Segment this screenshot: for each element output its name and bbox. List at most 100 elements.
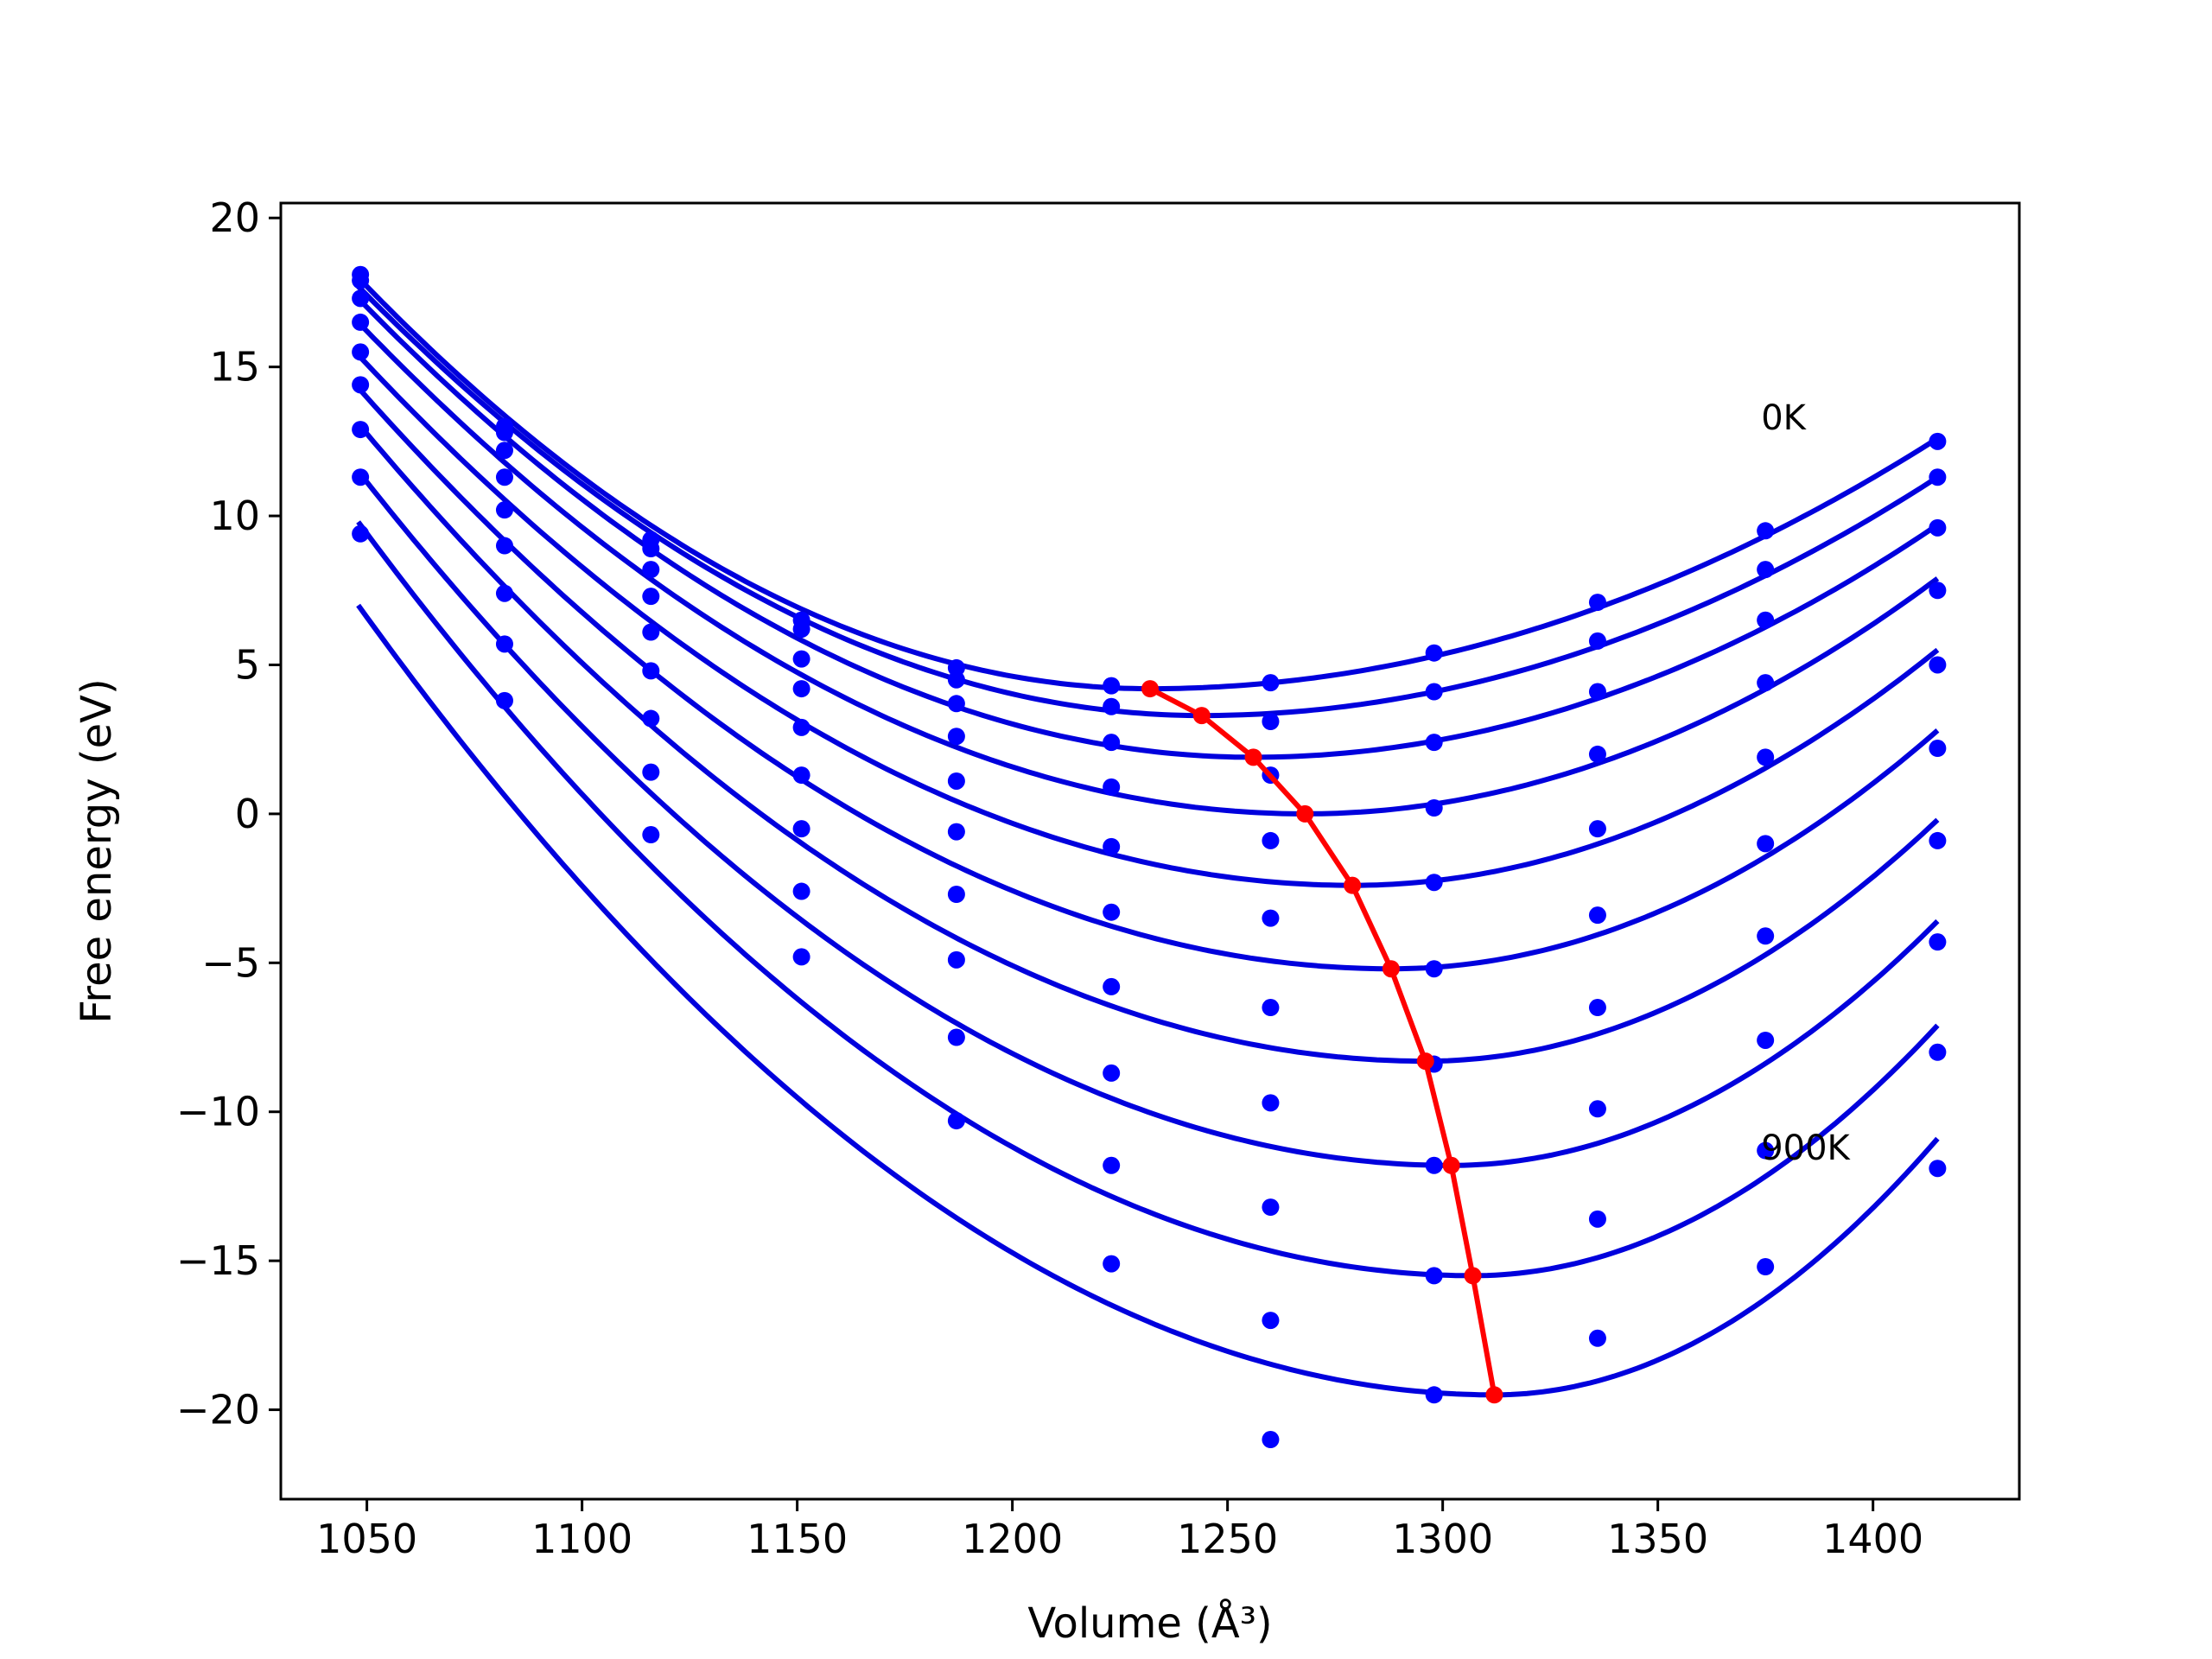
data-point xyxy=(1929,582,1947,600)
data-point xyxy=(1757,1141,1775,1160)
y-axis-ticks: 20 15 10 5 0 −5 −10 −15 −20 xyxy=(176,194,281,1433)
x-axis-label: Volume (Å³) xyxy=(1027,1599,1272,1648)
y-tick-label: −20 xyxy=(176,1387,260,1433)
minima-point xyxy=(1464,1267,1482,1285)
fit-curve xyxy=(356,284,1940,719)
data-point xyxy=(352,468,370,486)
fit-curve xyxy=(356,603,1940,1398)
data-point xyxy=(1588,1210,1606,1228)
data-point xyxy=(1103,677,1121,695)
data-point xyxy=(495,537,513,555)
data-point xyxy=(947,886,965,903)
y-tick-label: −15 xyxy=(176,1237,260,1284)
y-tick-label: −10 xyxy=(176,1089,260,1135)
data-point xyxy=(792,680,810,698)
data-point xyxy=(495,423,513,442)
data-point xyxy=(1757,835,1775,853)
plot-frame xyxy=(279,201,2021,1501)
data-point xyxy=(1425,644,1443,662)
minima-point xyxy=(1382,960,1400,978)
data-point xyxy=(642,763,660,781)
data-point xyxy=(1103,903,1121,921)
data-point xyxy=(1425,799,1443,817)
data-point xyxy=(1757,561,1775,579)
data-point xyxy=(495,691,513,709)
data-point xyxy=(1425,1156,1443,1174)
x-tick-label: 1050 xyxy=(316,1516,417,1562)
data-point xyxy=(1103,1064,1121,1082)
data-point xyxy=(1425,734,1443,752)
x-tick-label: 1250 xyxy=(1177,1516,1278,1562)
x-axis-ticks: 1050 1100 1150 1200 1250 1300 1350 1400 xyxy=(316,1499,1923,1562)
data-point xyxy=(1103,697,1121,715)
data-point xyxy=(1103,734,1121,752)
data-point xyxy=(947,728,965,746)
data-point xyxy=(1929,1043,1947,1061)
data-point xyxy=(1425,1386,1443,1404)
data-point xyxy=(1103,977,1121,995)
minima-point xyxy=(1416,1052,1434,1071)
data-point xyxy=(792,948,810,966)
data-point xyxy=(947,695,965,713)
y-axis-label: Free energy (eV) xyxy=(73,678,121,1023)
fit-curve xyxy=(356,385,1940,972)
annotations: 0K 900K xyxy=(1761,398,1851,1168)
data-points xyxy=(352,265,1947,1449)
data-point xyxy=(1425,683,1443,701)
data-point xyxy=(1103,1255,1121,1273)
data-point xyxy=(792,820,810,838)
temperature-annotation: 900K xyxy=(1761,1128,1851,1168)
data-point xyxy=(1588,906,1606,925)
data-point xyxy=(1588,745,1606,763)
data-point xyxy=(495,501,513,519)
data-point xyxy=(792,620,810,639)
data-point xyxy=(947,950,965,969)
data-point xyxy=(1588,1100,1606,1118)
data-point xyxy=(1588,1329,1606,1347)
data-point xyxy=(495,635,513,653)
data-point xyxy=(1262,1198,1280,1217)
minima-line xyxy=(1148,686,1497,1395)
data-point xyxy=(1757,522,1775,540)
data-point xyxy=(947,823,965,841)
data-point xyxy=(642,826,660,844)
data-point xyxy=(1425,874,1443,892)
data-point xyxy=(1262,674,1280,692)
data-point xyxy=(1929,831,1947,849)
data-point xyxy=(1757,748,1775,766)
data-point xyxy=(1262,999,1280,1017)
data-point xyxy=(1588,999,1606,1017)
data-point xyxy=(1757,674,1775,692)
data-point xyxy=(1929,518,1947,537)
y-tick-label: −5 xyxy=(201,939,260,986)
x-tick-label: 1100 xyxy=(531,1516,632,1562)
minima-point xyxy=(1485,1386,1503,1404)
data-point xyxy=(495,468,513,486)
data-point xyxy=(1588,820,1606,838)
data-point xyxy=(1262,1094,1280,1112)
data-point xyxy=(1262,831,1280,849)
data-point xyxy=(792,650,810,668)
data-point xyxy=(1262,1312,1280,1330)
fit-curves xyxy=(356,276,1940,1398)
data-point xyxy=(1929,933,1947,951)
minima-point xyxy=(1344,876,1362,894)
data-point xyxy=(1929,1160,1947,1178)
data-point xyxy=(947,658,965,677)
data-point xyxy=(1929,656,1947,674)
data-point xyxy=(352,421,370,439)
y-tick-label: 0 xyxy=(235,791,260,837)
data-point xyxy=(1929,740,1947,758)
minima-point xyxy=(1192,707,1211,725)
y-tick-label: 15 xyxy=(209,344,260,391)
x-tick-label: 1300 xyxy=(1392,1516,1493,1562)
data-point xyxy=(1757,927,1775,945)
data-point xyxy=(1757,611,1775,629)
data-point xyxy=(1262,909,1280,927)
minima-point xyxy=(1442,1156,1460,1174)
data-point xyxy=(352,343,370,361)
fit-curve xyxy=(356,520,1940,1279)
fit-curve xyxy=(356,320,1940,817)
minima-point xyxy=(1141,680,1159,698)
